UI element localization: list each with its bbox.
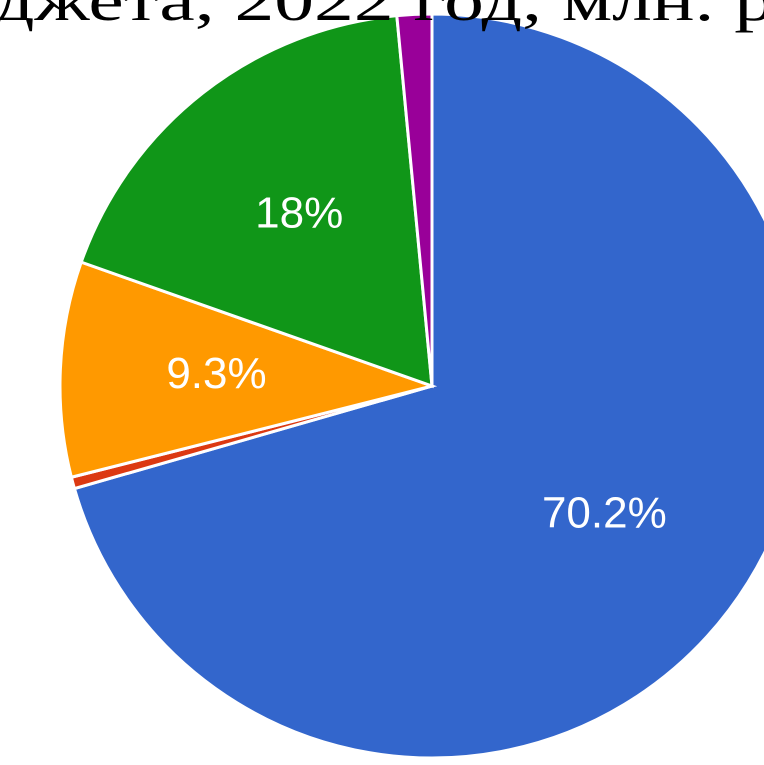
pie-slice [72,12,764,760]
data-label: 70.2% [542,488,667,537]
data-label: 9.3% [166,349,266,398]
pie-slice [58,260,438,480]
data-label: 18% [255,189,343,238]
pie-slice [395,12,434,387]
pie-slice [79,14,434,389]
chart-title: джета, 2022 год, млн. р [0,0,764,33]
